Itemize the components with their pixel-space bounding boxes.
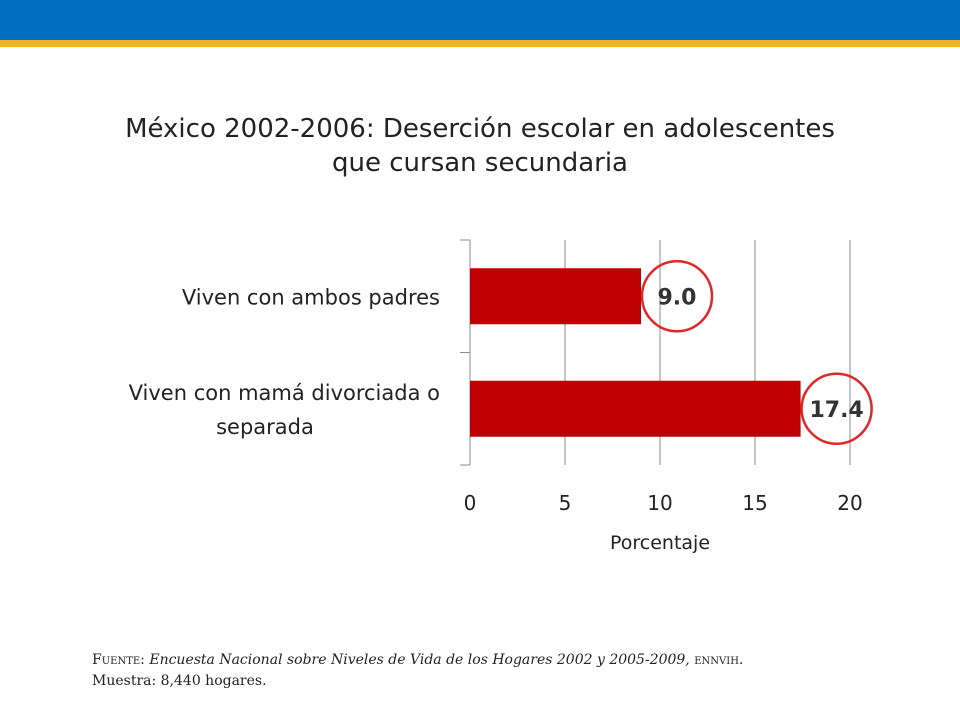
x-tick-label-3: 15 xyxy=(742,491,767,515)
bar-0 xyxy=(470,268,641,325)
category-label-1-1: separada xyxy=(216,415,314,439)
x-tick-label-2: 10 xyxy=(647,491,672,515)
value-label-0: 9.0 xyxy=(658,285,697,310)
chart-title-line-2: que cursan secundaria xyxy=(331,148,628,178)
x-axis-title: Porcentaje xyxy=(610,532,710,554)
value-label-circle-1 xyxy=(800,372,873,445)
x-tick-label-1: 5 xyxy=(559,491,572,515)
x-tick-label-0: 0 xyxy=(464,491,477,515)
header-accent-bar xyxy=(0,40,960,47)
chart-title: México 2002-2006: Deserción escolar en a… xyxy=(80,112,880,180)
source-acronym: ennvih. xyxy=(694,652,744,668)
category-label-1-0: Viven con mamá divorciada o xyxy=(129,381,440,405)
bar-1 xyxy=(470,380,801,437)
source-label: Fuente: xyxy=(92,652,145,668)
category-label-0-0: Viven con ambos padres xyxy=(182,285,440,309)
bar-chart: 9.0 Viven con ambos padres 17.4 Viven con m… xyxy=(129,239,873,554)
source-line: Fuente: Encuesta Nacional sobre Niveles … xyxy=(92,650,892,671)
source-note: Fuente: Encuesta Nacional sobre Niveles … xyxy=(92,650,892,692)
sample-line: Muestra: 8,440 hogares. xyxy=(92,673,267,689)
chart-title-line-1: México 2002-2006: Deserción escolar en a… xyxy=(125,114,835,144)
value-label-1: 17.4 xyxy=(809,398,863,423)
source-citation: Encuesta Nacional sobre Niveles de Vida … xyxy=(149,652,690,668)
x-tick-label-4: 20 xyxy=(837,491,862,515)
value-label-circle-0 xyxy=(640,260,714,333)
header-bar xyxy=(0,0,960,40)
